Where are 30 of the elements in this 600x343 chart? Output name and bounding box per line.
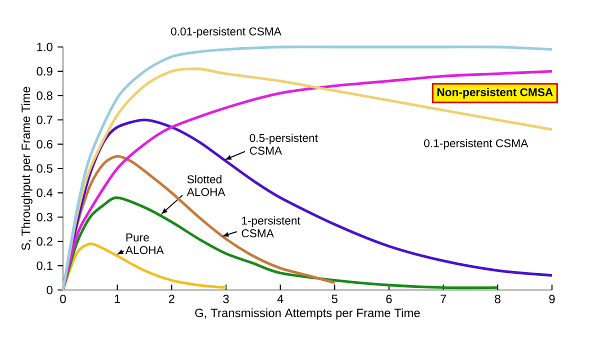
y-tick-label: 0.9 <box>36 67 52 76</box>
series-label: 0.01-persistent CSMA <box>171 27 282 38</box>
x-tick-label: 6 <box>386 294 392 304</box>
y-axis-title: S, Throughput per Frame Time <box>21 86 32 250</box>
y-tick-label: 0.2 <box>36 237 52 246</box>
y-tick-label: 0 <box>46 286 52 294</box>
x-tick-label: 4 <box>277 294 284 303</box>
x-tick-label: 3 <box>223 294 229 304</box>
y-tick-label: 1.0 <box>37 42 52 52</box>
x-tick-label: 9 <box>549 294 555 304</box>
series-label: Pure ALOHA <box>125 234 164 254</box>
x-axis-title: G, Transmission Attempts per Frame Time <box>195 308 420 320</box>
series-label: 1-persistent CSMA <box>242 216 300 238</box>
y-tick-label: 0.4 <box>36 188 53 198</box>
y-tick-label: 0.1 <box>36 261 52 270</box>
y-tick-label: 0.3 <box>36 212 52 222</box>
y-tick-label: 0.7 <box>36 116 52 124</box>
y-tick-label: 0.6 <box>36 140 52 148</box>
x-tick-label: 0 <box>60 294 66 304</box>
x-tick-label: 8 <box>494 294 500 304</box>
series-label: 0.1-persistent CSMA <box>424 138 528 150</box>
y-tick-label: 0.5 <box>36 164 52 173</box>
y-tick-label: 0.8 <box>36 91 52 100</box>
x-tick-label: 1 <box>114 294 120 303</box>
series-label: 0.5-persistent CSMA <box>250 134 318 155</box>
x-tick-label: 7 <box>440 294 446 303</box>
series-label: Non-persistent CMSA <box>437 88 553 98</box>
text: Slotted ALOHA <box>186 175 226 196</box>
x-tick-label: 2 <box>168 294 174 304</box>
x-tick-label: 5 <box>332 294 338 304</box>
